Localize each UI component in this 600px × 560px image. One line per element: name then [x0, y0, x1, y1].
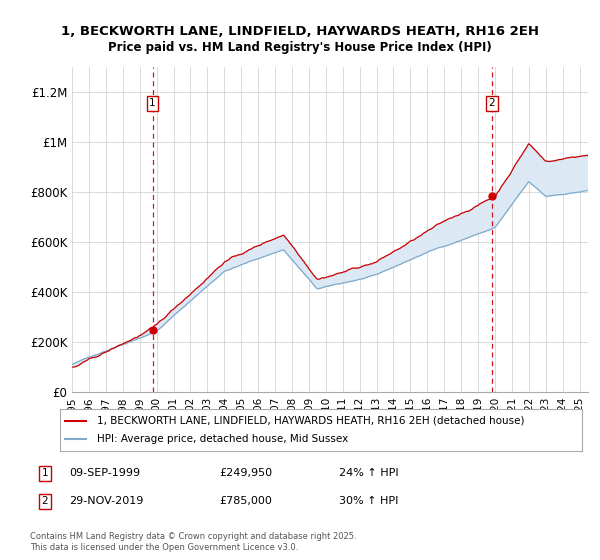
Text: 1, BECKWORTH LANE, LINDFIELD, HAYWARDS HEATH, RH16 2EH (detached house): 1, BECKWORTH LANE, LINDFIELD, HAYWARDS H…: [97, 416, 524, 426]
Text: 1: 1: [41, 468, 49, 478]
Text: 2: 2: [41, 496, 49, 506]
Text: 2: 2: [488, 99, 495, 109]
Text: 1: 1: [149, 99, 156, 109]
Text: 1, BECKWORTH LANE, LINDFIELD, HAYWARDS HEATH, RH16 2EH: 1, BECKWORTH LANE, LINDFIELD, HAYWARDS H…: [61, 25, 539, 38]
Text: £249,950: £249,950: [219, 468, 272, 478]
Text: £785,000: £785,000: [219, 496, 272, 506]
Text: Contains HM Land Registry data © Crown copyright and database right 2025.
This d: Contains HM Land Registry data © Crown c…: [30, 532, 356, 552]
Text: 30% ↑ HPI: 30% ↑ HPI: [339, 496, 398, 506]
Text: 09-SEP-1999: 09-SEP-1999: [69, 468, 140, 478]
Text: 24% ↑ HPI: 24% ↑ HPI: [339, 468, 398, 478]
Text: Price paid vs. HM Land Registry's House Price Index (HPI): Price paid vs. HM Land Registry's House …: [108, 41, 492, 54]
Text: 29-NOV-2019: 29-NOV-2019: [69, 496, 143, 506]
Text: HPI: Average price, detached house, Mid Sussex: HPI: Average price, detached house, Mid …: [97, 434, 348, 444]
